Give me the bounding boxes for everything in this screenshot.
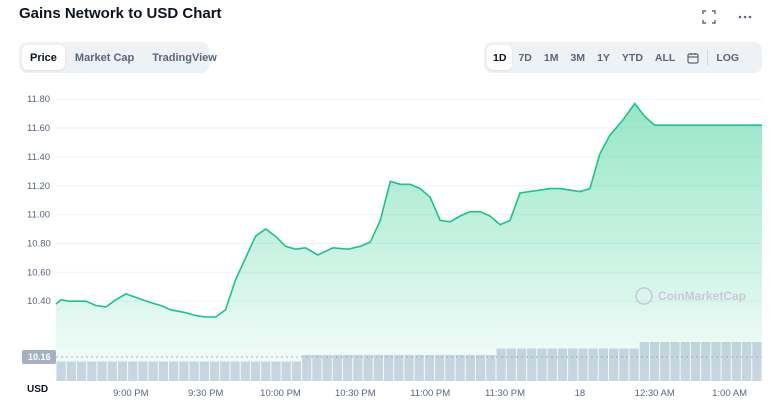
y-tick-label: 11.60 [27,123,50,134]
divider [707,49,709,66]
x-tick-label: 9:00 PM [113,388,148,399]
time-range-tabs: 1D 7D 1M 3M 1Y YTD ALL LOG [484,42,762,73]
x-tick-label: 9:30 PM [188,388,223,399]
tab-market-cap[interactable]: Market Cap [74,51,135,64]
y-tick-label: 10.80 [27,238,51,249]
y-axis: 11.80 11.60 11.40 11.20 11.00 10.80 10.60 10.40 [27,94,51,307]
more-icon[interactable] [736,8,754,26]
tab-all[interactable]: ALL [654,51,676,64]
coinmarketcap-logo-icon [635,287,653,305]
y-tick-label: 11.40 [27,152,50,163]
tab-1y[interactable]: 1Y [597,51,610,64]
x-axis: 9:00 PM 9:30 PM 10:00 PM 10:30 PM 11:00 PM 11… [113,388,747,399]
x-tick-label: 12:30 AM [635,388,675,399]
coinmarketcap-watermark: CoinMarketCap [635,287,746,305]
price-area [56,103,762,381]
tab-7d[interactable]: 7D [518,51,532,64]
x-tick-label: 10:00 PM [260,388,301,399]
expand-icon[interactable] [700,8,718,26]
y-tick-label: 11.00 [27,210,50,221]
tab-tradingview[interactable]: TradingView [152,51,217,64]
tab-3m[interactable]: 3M [570,51,586,64]
x-tick-label: 11:00 PM [410,388,450,399]
tab-1d[interactable]: 1D [487,45,513,70]
current-price-badge: 10.16 [22,350,56,364]
watermark-text: CoinMarketCap [658,289,746,303]
tab-1m[interactable]: 1M [543,51,559,64]
x-tick-label: 11:30 PM [485,388,525,399]
x-tick-label: 1:00 AM [712,388,747,399]
y-tick-label: 11.20 [27,181,50,192]
tab-price[interactable]: Price [22,45,65,70]
x-tick-label: 10:30 PM [335,388,376,399]
x-tick-label: 18 [575,388,586,399]
tab-ytd[interactable]: YTD [621,51,643,64]
calendar-icon[interactable] [681,45,705,70]
chart-type-tabs: Price Market Cap TradingView [19,42,217,73]
price-chart[interactable]: 11.80 11.60 11.40 11.20 11.00 10.80 10.60 10.40… [0,80,772,408]
y-tick-label: 10.60 [27,267,51,278]
chart-title: Gains Network to USD Chart [19,5,222,22]
price-line [55,102,762,318]
y-tick-label: 10.40 [27,296,51,307]
y-tick-label: 11.80 [27,94,50,105]
current-price-label: 10.16 [28,352,51,362]
currency-label: USD [27,384,49,395]
log-scale-toggle[interactable]: LOG [716,51,740,64]
